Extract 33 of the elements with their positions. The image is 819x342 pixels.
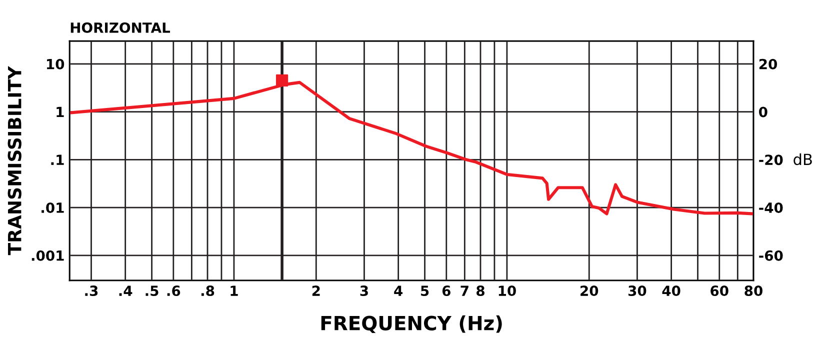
y-tick-label: .001: [32, 250, 64, 261]
x-tick-label: 5: [421, 286, 429, 296]
x-tick-label: 3: [360, 286, 368, 296]
x-tick-label: 10: [498, 286, 516, 296]
x-tick-label: .8: [201, 286, 214, 296]
x-tick-label: 60: [710, 286, 728, 296]
chart-title: HORIZONTAL: [70, 22, 170, 33]
x-tick-label: .4: [119, 286, 132, 296]
y2-tick-label: -20: [759, 154, 783, 166]
x-tick-label: 2: [312, 286, 320, 296]
x-tick-label: 20: [580, 286, 598, 296]
x-tick-label: 8: [476, 286, 484, 296]
y-tick-label: 10: [46, 58, 64, 70]
x-tick-label: 1: [230, 286, 238, 296]
y2-tick-label: -60: [759, 250, 783, 261]
x-tick-label: 80: [744, 286, 762, 296]
x-tick-label: 6: [442, 286, 450, 296]
y-tick-label: .01: [42, 202, 64, 213]
y2-tick-label: 20: [759, 58, 778, 70]
x-tick-label: .6: [167, 286, 180, 296]
x-tick-label: 4: [394, 286, 403, 296]
y-tick-label: 1: [56, 106, 64, 118]
y2-axis-title: dB: [794, 153, 812, 166]
x-tick-label: 40: [662, 286, 680, 296]
x-axis-title: FREQUENCY (Hz): [321, 315, 502, 334]
y-tick-label: .1: [51, 154, 64, 165]
y2-tick-label: -40: [759, 202, 783, 213]
x-tick-label: 30: [628, 286, 646, 296]
y2-tick-label: 0: [759, 106, 768, 118]
x-tick-label: 7: [460, 286, 468, 296]
x-tick-label: .5: [146, 286, 158, 296]
x-tick-label: .3: [85, 286, 98, 296]
y-axis-title: TRANSMISSIBILITY: [8, 66, 22, 256]
